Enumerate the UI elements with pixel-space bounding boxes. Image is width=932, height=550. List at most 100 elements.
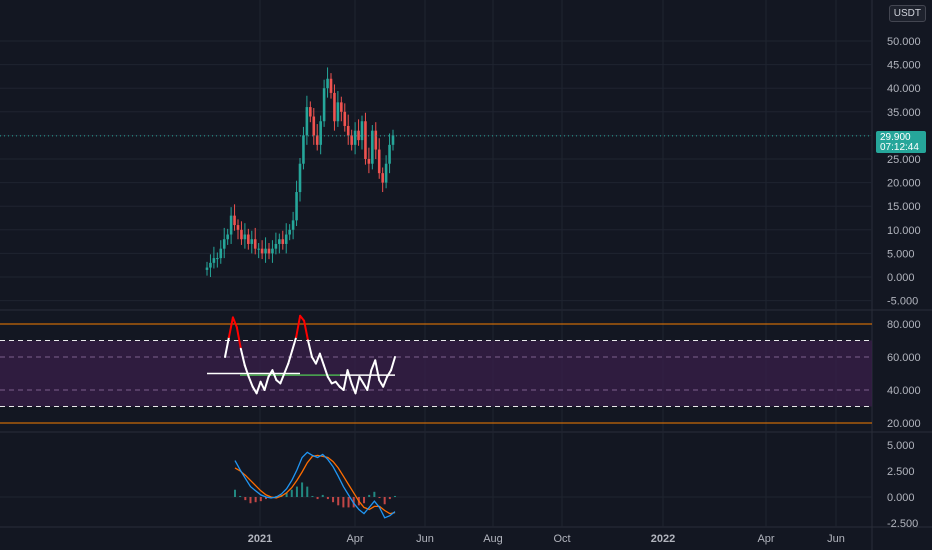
candle-body	[336, 102, 340, 122]
macd-histogram-bar	[295, 486, 298, 497]
candle-body	[360, 121, 364, 141]
candle-body	[357, 130, 360, 141]
candle-body	[243, 234, 247, 240]
rsi-tick-label: 60.000	[887, 352, 921, 364]
macd-histogram-bar	[301, 482, 304, 497]
candle-body	[302, 135, 305, 164]
rsi-segment	[354, 375, 361, 395]
candle-body	[322, 88, 326, 122]
candle-body	[253, 239, 257, 249]
candle-body	[257, 248, 260, 250]
rsi-segment	[334, 380, 341, 388]
rsi-segment	[271, 369, 278, 382]
candle-body	[295, 192, 298, 221]
candle-body	[326, 78, 329, 89]
macd-histogram-bar	[342, 497, 345, 508]
macd-histogram-bar	[321, 494, 324, 497]
candle-body	[236, 225, 240, 230]
last-price-badge: 29.900 07:12:44	[876, 131, 926, 153]
macd-histogram-bar	[347, 497, 350, 508]
candle-body	[212, 258, 216, 263]
candle-body	[367, 159, 371, 164]
time-tick-label: Aug	[483, 533, 503, 545]
rsi-segment	[255, 380, 262, 395]
price-pane[interactable]	[0, 67, 872, 277]
rsi-segment	[390, 356, 396, 372]
price-scale[interactable]: 50.00045.00040.00035.00030.00025.00020.0…	[887, 36, 921, 530]
candle-body	[260, 248, 264, 254]
rsi-segment	[307, 339, 313, 358]
currency-button[interactable]: USDT	[888, 5, 926, 22]
macd-histogram-bar	[254, 497, 257, 503]
macd-histogram-bar	[244, 497, 247, 501]
candle-body	[284, 234, 288, 244]
candle-body	[222, 239, 226, 249]
candle-body	[333, 92, 336, 122]
time-tick-label: Jun	[827, 533, 845, 545]
rsi-tick-label: 40.000	[887, 385, 921, 397]
candle-body	[298, 163, 302, 193]
macd-histogram-bar	[311, 495, 314, 497]
rsi-segment	[235, 326, 242, 350]
macd-histogram-bar	[332, 497, 335, 503]
macd-histogram-bar	[337, 497, 340, 506]
time-tick-label: 2021	[248, 533, 272, 545]
candle-body	[288, 229, 291, 235]
candle-body	[216, 258, 219, 260]
candle-body	[364, 121, 367, 159]
price-tick-label: 45.000	[887, 60, 921, 72]
candle-body	[271, 248, 274, 254]
price-tick-label: 15.000	[887, 201, 921, 213]
candle-body	[274, 243, 278, 249]
rsi-segment	[314, 352, 321, 365]
rsi-segment	[350, 382, 357, 395]
rsi-segment	[322, 364, 329, 378]
macd-histogram-bar	[290, 489, 293, 497]
rsi-segment	[310, 356, 317, 365]
macd-histogram-bar	[378, 497, 381, 499]
rsi-segment	[259, 380, 266, 391]
macd-tick-label: -2.500	[887, 518, 918, 530]
candle-body	[305, 107, 309, 136]
candle-body	[340, 102, 343, 112]
candle-body	[247, 234, 250, 244]
rsi-segment	[227, 316, 234, 339]
time-tick-label: 2022	[651, 533, 675, 545]
macd-histogram-bar	[368, 494, 371, 497]
candle-body	[219, 248, 223, 259]
rsi-segment	[346, 369, 353, 385]
price-tick-label: 10.000	[887, 225, 921, 237]
rsi-segment	[318, 352, 325, 367]
time-scale[interactable]: 2021 Apr Jun Aug Oct 2022 Apr Jun	[248, 533, 845, 545]
macd-pane[interactable]	[234, 451, 396, 519]
rsi-segment	[366, 369, 373, 391]
rsi-segment	[295, 314, 302, 339]
price-tick-label: 5.000	[887, 248, 915, 260]
candle-body	[384, 163, 388, 183]
macd-histogram-bar	[249, 497, 252, 504]
rsi-segment	[243, 364, 250, 378]
rsi-segment	[386, 369, 393, 378]
rsi-segment	[382, 375, 389, 388]
price-tick-label: 0.000	[887, 272, 915, 284]
candle-body	[250, 239, 254, 244]
time-tick-label: Apr	[346, 533, 363, 545]
macd-histogram-bar	[306, 486, 309, 497]
candle-body	[233, 215, 236, 226]
rsi-tick-label: 20.000	[887, 418, 921, 430]
rsi-segment	[374, 359, 381, 382]
macd-tick-label: 0.000	[887, 492, 915, 504]
rsi-segment	[247, 375, 254, 388]
rsi-segment	[224, 336, 230, 358]
rsi-tick-label: 80.000	[887, 319, 921, 331]
candle-body	[205, 267, 209, 270]
rsi-pane[interactable]	[0, 314, 872, 424]
macd-line	[234, 451, 396, 519]
price-tick-label: 50.000	[887, 36, 921, 48]
candle-body	[353, 130, 357, 145]
rsi-segment	[263, 375, 270, 391]
macd-tick-label: 2.500	[887, 466, 915, 478]
candle-body	[278, 239, 281, 244]
